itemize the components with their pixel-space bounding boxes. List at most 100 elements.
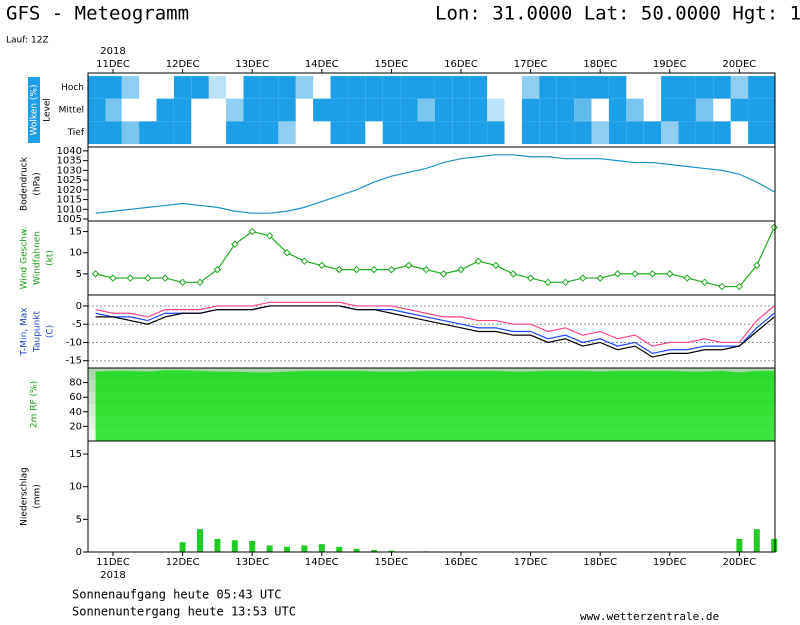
- title: GFS - Meteogramm: [6, 3, 189, 25]
- bar: [771, 538, 778, 552]
- panel-border: [87, 440, 776, 553]
- x-tick-label: 20DEC: [723, 557, 757, 568]
- cloud-cell: [88, 121, 106, 144]
- x-tick-label: 11DEC: [96, 557, 130, 568]
- cloud-cell: [678, 76, 696, 99]
- cloud-cell: [104, 76, 122, 99]
- cloud-cell: [278, 121, 296, 144]
- cloud-cell: [88, 76, 106, 99]
- cloud-cell: [417, 98, 435, 122]
- marker: [370, 265, 378, 274]
- cloud-cell: [313, 76, 330, 99]
- cloud-cell: [574, 121, 592, 144]
- y-axis-label: T-Min, Max: [20, 307, 30, 357]
- y-tick-label: 1030: [57, 165, 82, 176]
- y-tick-label: -15: [66, 356, 82, 367]
- cloud-cell: [765, 76, 775, 99]
- cloud-cell: [278, 76, 296, 99]
- location: Lon: 31.0000 Lat: 50.0000 Hgt: 1: [435, 3, 800, 25]
- cloud-cell: [191, 76, 209, 99]
- marker: [631, 270, 639, 278]
- cloud-cell: [644, 76, 661, 99]
- cloud-cell: [487, 98, 505, 122]
- x-tick-label: 12DEC: [166, 557, 200, 568]
- y-tick-label: 10: [69, 248, 82, 259]
- y-axis-label: Niederschlag: [20, 467, 30, 526]
- cloud-cell: [347, 121, 366, 144]
- cloud-cell: [452, 98, 470, 122]
- bar: [753, 529, 760, 552]
- marker: [613, 270, 622, 278]
- y-tick-label: 1035: [57, 156, 82, 167]
- bar: [371, 550, 377, 552]
- marker: [335, 265, 343, 274]
- cloud-cell: [139, 76, 156, 99]
- bar: [266, 545, 273, 552]
- cloud-cell: [382, 121, 401, 144]
- y-tick-label: 15: [69, 449, 82, 460]
- marker: [405, 261, 413, 270]
- marker: [666, 270, 674, 278]
- panel-bg: [88, 147, 775, 221]
- cloud-cell: [243, 98, 261, 122]
- y-axis-label: (hPa): [33, 172, 43, 195]
- marker: [161, 274, 169, 282]
- bar: [336, 546, 343, 552]
- x-tick-label: 14DEC: [305, 59, 339, 70]
- y-tick-label: -5: [72, 319, 82, 330]
- cloud-cell: [678, 98, 696, 122]
- bar: [231, 540, 238, 552]
- line: [95, 301, 775, 347]
- sunset: Sonnenuntergang heute 13:53 UTC: [72, 605, 296, 619]
- cloud-cell: [695, 76, 714, 99]
- cloud-cell: [539, 121, 557, 144]
- marker: [283, 249, 291, 257]
- marker: [126, 274, 135, 282]
- cloud-cell: [139, 121, 157, 144]
- marker: [231, 240, 239, 248]
- cloud-cell: [556, 76, 575, 99]
- cloud-cell: [469, 121, 488, 144]
- y-tick-label: 1040: [57, 146, 82, 157]
- cloud-cell: [243, 76, 261, 99]
- x-tick-label: 18DEC: [583, 557, 617, 568]
- cloud-cell: [434, 121, 453, 144]
- cloud-cell: [400, 76, 418, 99]
- cloud-cell: [731, 121, 748, 144]
- y-tick-label: 10: [69, 482, 82, 493]
- y-tick-label: 0: [76, 547, 82, 558]
- cloud-cell: [661, 121, 679, 144]
- cloud-cell: [556, 121, 575, 144]
- cloud-cell: [156, 98, 174, 122]
- x-tick-label: 20DEC: [723, 59, 757, 70]
- cloud-cell: [121, 121, 140, 144]
- y-axis-label: Windfahnen: [33, 231, 43, 285]
- cloud-cell: [296, 121, 313, 144]
- label-bg: [28, 77, 40, 143]
- level-label: Hoch: [61, 83, 84, 93]
- cloud-cell: [313, 121, 330, 144]
- source: www.wetterzentrale.de: [580, 610, 719, 623]
- cloud-cell: [626, 98, 644, 122]
- x-tick-label: 15DEC: [375, 557, 409, 568]
- cloud-cell: [626, 76, 643, 99]
- marker: [718, 282, 726, 291]
- marker: [474, 257, 483, 265]
- x-tick-label: 19DEC: [653, 59, 687, 70]
- cloud-cell: [469, 76, 488, 99]
- x-tick-label: 15DEC: [375, 59, 409, 70]
- panel-bg: [88, 441, 775, 552]
- cloud-cell: [157, 76, 174, 99]
- bar: [249, 540, 256, 552]
- bar: [353, 548, 360, 552]
- cloud-cell: [469, 98, 488, 122]
- cloud-cell: [556, 98, 575, 122]
- cloud-cell: [521, 121, 540, 144]
- cloud-cell: [243, 121, 261, 144]
- cloud-cell: [226, 121, 244, 144]
- sunrise: Sonnenaufgang heute 05:43 UTC: [72, 588, 282, 602]
- cloud-cell: [260, 76, 279, 99]
- x-tick-label: 13DEC: [235, 557, 269, 568]
- cloud-cell: [695, 98, 714, 122]
